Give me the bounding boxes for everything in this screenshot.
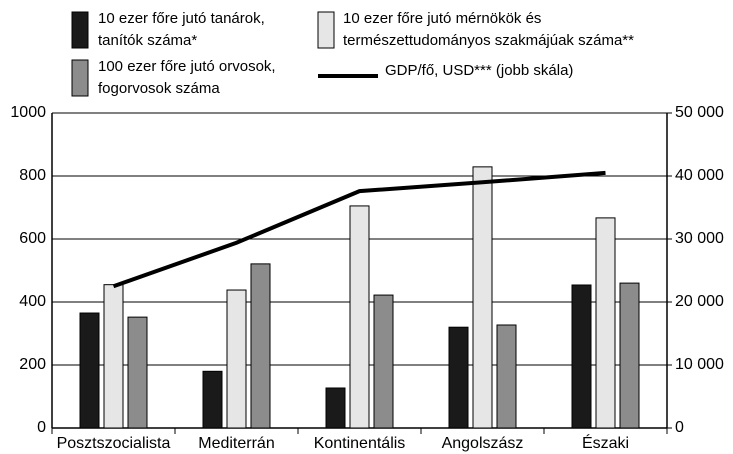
y2-tick-label: 50 000: [675, 104, 724, 121]
y-tick-label: 200: [19, 356, 46, 373]
legend-label: 10 ezer főre jutó mérnökök és természett…: [343, 10, 634, 49]
bar: [496, 324, 517, 429]
y2-tick-label: 0: [675, 419, 684, 436]
y-tick-label: 400: [19, 293, 46, 310]
bar: [619, 282, 640, 429]
bar: [325, 387, 346, 429]
y2-tick-label: 20 000: [675, 293, 724, 310]
line: [112, 170, 606, 289]
bar: [373, 294, 394, 429]
legend-swatch: [71, 59, 89, 97]
bar: [571, 284, 592, 429]
bar: [349, 205, 370, 429]
bar: [202, 370, 223, 429]
legend-swatch: [71, 11, 89, 49]
y-tick-label: 800: [19, 167, 46, 184]
bar: [79, 312, 100, 429]
y-tick-label: 1000: [10, 104, 46, 121]
y2-tick-label: 40 000: [675, 167, 724, 184]
legend-label: 100 ezer főre jutó orvosok, fogorvosok s…: [98, 58, 276, 97]
legend-label: 10 ezer főre jutó tanárok, tanítók száma…: [98, 10, 265, 49]
legend-swatch: [317, 11, 335, 49]
bar: [448, 326, 469, 429]
bar: [595, 217, 616, 429]
x-tick-label: Mediterrán: [198, 435, 274, 452]
bar: [472, 166, 493, 429]
legend-label: GDP/fő, USD*** (jobb skála): [385, 62, 574, 79]
y-tick-label: 0: [37, 419, 46, 436]
bar: [226, 289, 247, 429]
bar: [127, 316, 148, 429]
y2-tick-label: 10 000: [675, 356, 724, 373]
x-tick-label: Angolszász: [442, 435, 524, 452]
x-tick-label: Északi: [582, 433, 629, 452]
y2-tick-label: 30 000: [675, 230, 724, 247]
x-tick-label: Kontinentális: [314, 435, 406, 452]
bar: [103, 284, 124, 429]
bar: [250, 263, 271, 429]
y-tick-label: 600: [19, 230, 46, 247]
x-tick-label: Posztszocialista: [57, 435, 171, 452]
